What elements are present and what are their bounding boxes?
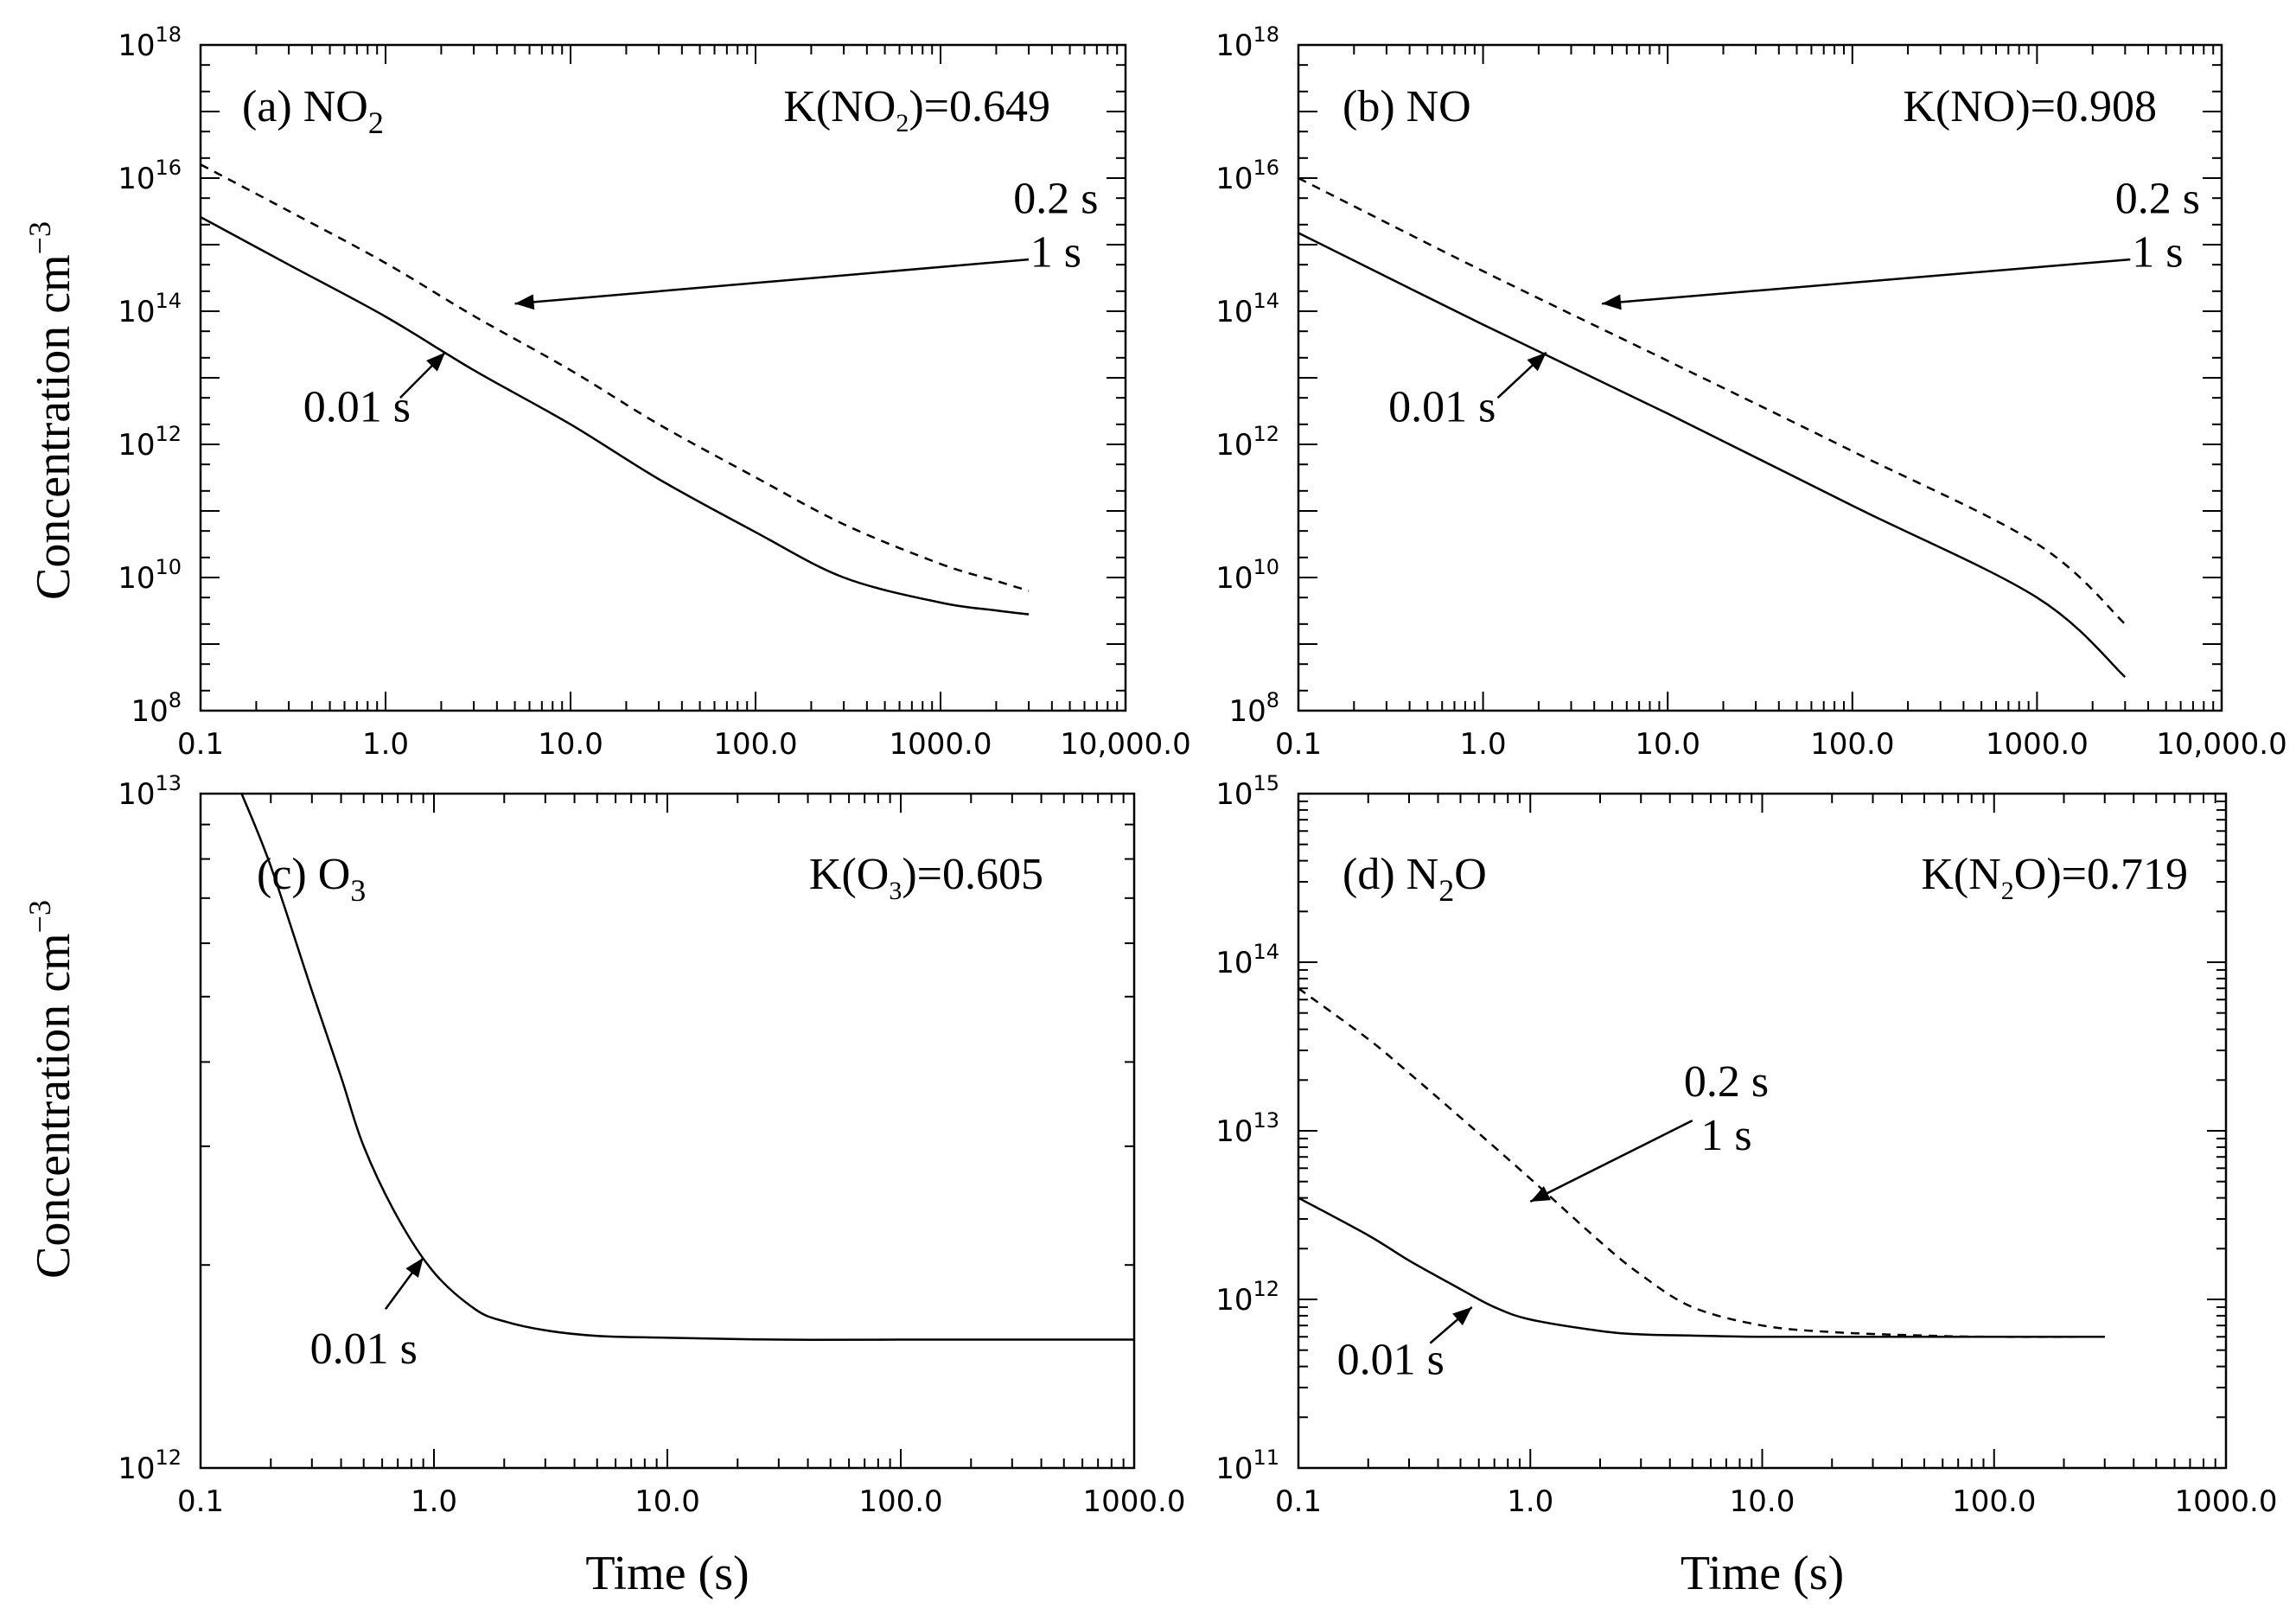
panel-a: 0.1 1.0 10.0 100.0 1000.0 10,000.0 108 1010 1012… — [118, 22, 1191, 762]
x-tick-label: 1.0 — [411, 1484, 457, 1519]
annotation-label: 0.2 s — [1013, 174, 1098, 223]
annotation-label: 0.2 s — [2115, 174, 2200, 223]
y-axis-label-top: Concentration cm−3 — [22, 221, 80, 600]
annotation-arrow — [1529, 1120, 1693, 1203]
y-tick-label: 1010 — [118, 555, 182, 596]
x-tick-label: 0.1 — [1275, 727, 1322, 762]
k-value-label: K(N2O)=0.719 — [1921, 850, 2188, 905]
plot-frame — [1297, 43, 2223, 712]
x-axis-label: Time (s) — [1681, 1547, 1844, 1600]
panel-title: (c) O3 — [257, 850, 366, 908]
y-tick-label: 1012 — [118, 422, 182, 463]
x-tick-label: 0.1 — [177, 1484, 224, 1519]
series-line-0-2-s-1-s — [1298, 987, 2105, 1338]
annotation-label: 0.01 s — [1337, 1336, 1445, 1385]
y-tick-label: 1012 — [118, 1445, 182, 1486]
panel-d: 0.1 1.0 10.0 100.0 1000.0 1011 1012 1013 1014 101… — [1215, 771, 2277, 1600]
annotation-arrowhead — [405, 1257, 424, 1278]
x-tick-label: 1.0 — [362, 727, 409, 762]
annotation-arrowhead — [1530, 1186, 1551, 1202]
x-tick-label: 1.0 — [1507, 1484, 1553, 1519]
x-tick-label: 1000.0 — [1083, 1484, 1186, 1519]
y-tick-label: 108 — [1228, 688, 1279, 729]
y-tick-label: 1012 — [1215, 422, 1279, 463]
y-tick-label: 1016 — [118, 156, 182, 196]
annotation-arrowhead — [514, 294, 535, 310]
x-tick-label: 1000.0 — [890, 727, 992, 762]
y-tick-label: 1010 — [1215, 555, 1279, 596]
y-tick-label: 1014 — [1215, 940, 1279, 980]
x-tick-label: 0.1 — [1275, 1484, 1322, 1519]
y-tick-label: 1016 — [1215, 156, 1279, 196]
x-tick-label: 100.0 — [713, 727, 797, 762]
y-tick-label: 1014 — [1215, 289, 1279, 329]
series-line-0-2-s-1-s — [1298, 176, 2127, 625]
annotation-label: 1 s — [2132, 227, 2183, 277]
x-tick-label: 10.0 — [1730, 1484, 1795, 1519]
k-value-label: K(O3)=0.605 — [809, 850, 1043, 905]
y-tick-label: 1013 — [1215, 1108, 1279, 1149]
y-tick-label: 1018 — [118, 22, 182, 63]
x-tick-label: 1000.0 — [1986, 727, 2089, 762]
annotation-label: 0.01 s — [1388, 383, 1496, 432]
x-tick-label: 100.0 — [1810, 727, 1894, 762]
annotation-arrowhead — [1452, 1306, 1472, 1326]
annotation-arrowhead — [1602, 294, 1622, 310]
annotation-arrowhead — [426, 352, 445, 372]
y-tick-label: 1015 — [1215, 771, 1279, 812]
y-tick-label: 108 — [131, 688, 182, 729]
panel-title: (d) N2O — [1343, 850, 1487, 908]
x-tick-label: 1.0 — [1460, 727, 1507, 762]
series-line-0-2-s-1-s — [201, 163, 1030, 592]
panel-title: (b) NO — [1343, 82, 1471, 131]
x-tick-label: 10,000.0 — [2156, 727, 2286, 762]
y-axis-label-bottom: Concentration cm−3 — [22, 900, 80, 1279]
annotation-label: 1 s — [1700, 1111, 1751, 1160]
y-tick-label: 1012 — [1215, 1277, 1279, 1318]
series-line-0-01-s — [1298, 232, 2127, 679]
y-tick-label: 1011 — [1215, 1445, 1279, 1486]
annotation-label: 0.01 s — [310, 1324, 418, 1374]
annotation-arrow — [1601, 258, 2131, 305]
y-tick-label: 1018 — [1215, 22, 1279, 63]
annotation-label: 0.2 s — [1684, 1057, 1769, 1107]
x-tick-label: 100.0 — [858, 1484, 942, 1519]
x-axis-label: Time (s) — [585, 1547, 749, 1600]
series-line-0-01-s — [1298, 1197, 2105, 1338]
annotation-label: 1 s — [1030, 227, 1081, 277]
panel-c: 0.1 1.0 10.0 100.0 1000.0 1012 1013 0.01 s (c) O… — [118, 771, 1185, 1600]
annotation-arrowhead — [1527, 352, 1547, 372]
annotation-arrow — [514, 258, 1030, 305]
y-tick-label: 1013 — [118, 771, 182, 812]
panel-b: 0.1 1.0 10.0 100.0 1000.0 10,000.0 108 1010 1012… — [1215, 22, 2287, 762]
x-tick-label: 0.1 — [177, 727, 224, 762]
annotation-label: 0.01 s — [303, 383, 411, 432]
x-tick-label: 10.0 — [538, 727, 603, 762]
k-value-label: K(NO)=0.908 — [1903, 82, 2157, 131]
series-line-0-01-s — [240, 794, 1134, 1341]
plot-frame — [199, 43, 1127, 712]
series-line-0-01-s — [201, 215, 1030, 616]
k-value-label: K(NO2)=0.649 — [783, 82, 1050, 137]
x-tick-label: 100.0 — [1952, 1484, 2036, 1519]
y-tick-label: 1014 — [118, 289, 182, 329]
x-tick-label: 1000.0 — [2175, 1484, 2278, 1519]
x-tick-label: 10,000.0 — [1060, 727, 1190, 762]
x-tick-label: 10.0 — [1635, 727, 1700, 762]
panel-title: (a) NO2 — [242, 82, 384, 140]
x-tick-label: 10.0 — [635, 1484, 700, 1519]
